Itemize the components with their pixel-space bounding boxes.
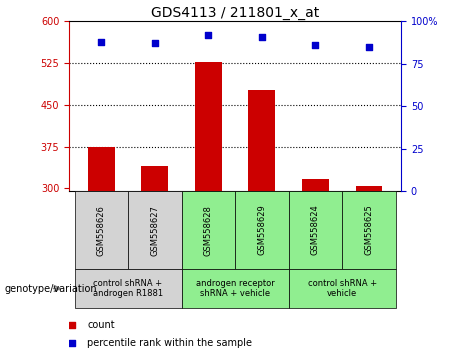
Bar	[302, 179, 329, 191]
Text: GSM558628: GSM558628	[204, 205, 213, 256]
Point	[258, 34, 266, 39]
Text: genotype/variation: genotype/variation	[5, 284, 97, 293]
Text: control shRNA +
vehicle: control shRNA + vehicle	[307, 279, 377, 298]
Text: GSM558629: GSM558629	[257, 205, 266, 256]
Point	[69, 340, 76, 346]
Bar	[289, 269, 396, 308]
Text: control shRNA +
androgen R1881: control shRNA + androgen R1881	[93, 279, 163, 298]
Point	[98, 39, 105, 45]
Text: percentile rank within the sample: percentile rank within the sample	[88, 338, 253, 348]
Bar	[248, 90, 275, 191]
Bar	[342, 191, 396, 269]
Point	[205, 32, 212, 38]
Bar	[142, 166, 168, 191]
Text: count: count	[88, 320, 115, 330]
Bar	[235, 191, 289, 269]
Text: GSM558626: GSM558626	[97, 205, 106, 256]
Text: GSM558627: GSM558627	[150, 205, 160, 256]
Bar	[88, 147, 115, 191]
Bar	[195, 62, 222, 191]
Point	[69, 322, 76, 328]
Bar	[355, 185, 382, 191]
Bar	[75, 269, 182, 308]
Text: GSM558624: GSM558624	[311, 205, 320, 256]
Bar	[182, 269, 289, 308]
Point	[312, 42, 319, 48]
Bar	[128, 191, 182, 269]
Bar	[182, 191, 235, 269]
Text: androgen receptor
shRNA + vehicle: androgen receptor shRNA + vehicle	[196, 279, 274, 298]
Point	[151, 40, 159, 46]
Bar	[289, 191, 342, 269]
Title: GDS4113 / 211801_x_at: GDS4113 / 211801_x_at	[151, 6, 319, 20]
Point	[365, 44, 372, 50]
Bar	[75, 191, 128, 269]
Text: GSM558625: GSM558625	[365, 205, 373, 256]
